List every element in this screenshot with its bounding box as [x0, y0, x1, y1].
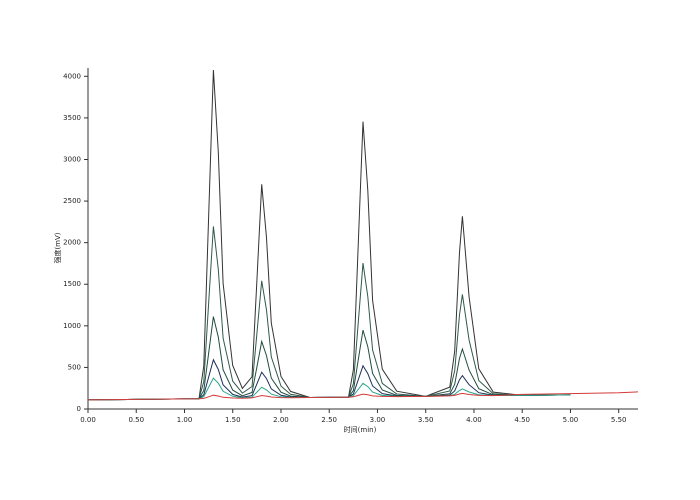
x-tick-label: 1.00: [177, 416, 193, 424]
series-line: [87, 391, 639, 401]
x-tick-label: 4.00: [466, 416, 482, 424]
x-tick-label: 4.50: [514, 416, 530, 424]
x-tick-label: 2.00: [273, 416, 289, 424]
x-tick-label: 3.00: [370, 416, 386, 424]
y-tick-label: 500: [68, 363, 81, 371]
x-tick-label: 5.00: [563, 416, 579, 424]
y-tick-label: 1000: [63, 322, 81, 330]
x-axis-label: 时间(min): [344, 425, 377, 434]
series-line: [87, 316, 571, 401]
y-tick-label: 0: [77, 405, 81, 413]
x-tick-label: 3.50: [418, 416, 434, 424]
x-tick-label: 2.50: [321, 416, 337, 424]
y-axis-label: 强度(mV): [53, 232, 62, 263]
x-tick-label: 5.50: [611, 416, 627, 424]
series-line: [87, 69, 571, 401]
series-line: [87, 377, 571, 401]
y-tick-label: 4000: [63, 72, 81, 80]
series-line: [87, 226, 571, 401]
y-tick-label: 2000: [63, 239, 81, 247]
y-tick-label: 1500: [63, 280, 81, 288]
y-tick-label: 3500: [63, 114, 81, 122]
x-tick-label: 0.00: [80, 416, 96, 424]
y-tick-label: 2500: [63, 197, 81, 205]
y-tick-label: 3000: [63, 155, 81, 163]
x-tick-label: 0.50: [128, 416, 144, 424]
x-tick-label: 1.50: [225, 416, 241, 424]
